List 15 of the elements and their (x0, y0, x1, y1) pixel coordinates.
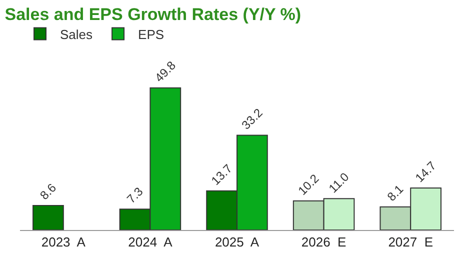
chart-title: Sales and EPS Growth Rates (Y/Y %) (4, 4, 302, 24)
data-label: 7.3 (124, 184, 146, 206)
x-tick-label: 2024 A (128, 234, 173, 250)
x-tick-label: 2026 E (301, 234, 347, 250)
legend-label: EPS (138, 26, 164, 42)
data-label: 8.1 (384, 182, 406, 204)
data-label: 33.2 (238, 106, 266, 132)
x-tick-label: 2025 A (214, 234, 260, 250)
data-label: 49.8 (152, 58, 179, 85)
x-tick-label: 2023 A (41, 234, 86, 250)
bar (32, 204, 64, 230)
data-label: 11.0 (326, 170, 352, 196)
legend-label: Sales (60, 26, 94, 42)
data-label: 8.6 (37, 180, 60, 202)
x-tick-label: 2027 E (388, 234, 434, 250)
